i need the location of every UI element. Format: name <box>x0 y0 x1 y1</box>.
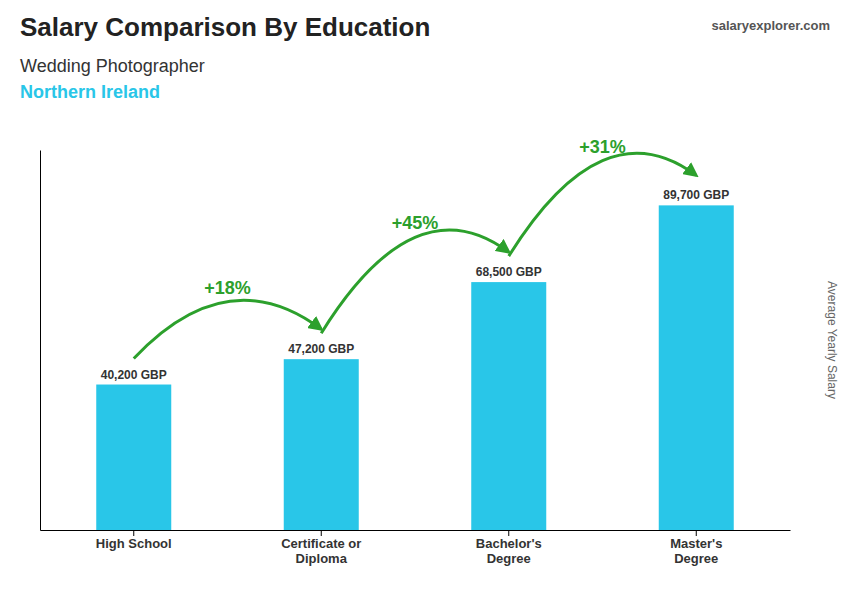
change-arrow <box>509 153 697 256</box>
bar <box>471 282 546 530</box>
x-tick-label: Certificate orDiploma <box>281 536 361 566</box>
x-tick-label: Bachelor'sDegree <box>476 536 542 566</box>
x-tick-mark <box>508 530 509 536</box>
data-label: 40,200 GBP <box>101 368 167 382</box>
y-axis-line <box>40 151 41 531</box>
x-tick-label-line: Bachelor's <box>476 536 542 551</box>
bar <box>284 359 359 530</box>
x-tick: Bachelor'sDegree <box>476 530 542 566</box>
x-tick-label-line: High School <box>96 536 172 551</box>
data-label: 47,200 GBP <box>288 342 354 356</box>
y-axis <box>40 151 41 531</box>
plot: High School Certificate orDiploma Bachelor… <box>41 137 791 567</box>
x-tick: Certificate orDiploma <box>281 530 361 566</box>
x-tick-label-line: Master's <box>670 536 722 551</box>
subtitle: Wedding Photographer <box>20 56 205 76</box>
x-tick-mark <box>133 530 134 536</box>
change-arrows: +18% +45% +31% <box>134 137 697 359</box>
chart: Salary Comparison By Education Wedding Ph… <box>0 0 850 606</box>
brand: salaryexplorer.com <box>711 18 830 33</box>
change-label: +45% <box>392 213 439 233</box>
title: Salary Comparison By Education <box>20 12 430 42</box>
x-axis-line <box>41 530 791 531</box>
data-label: 89,700 GBP <box>663 188 729 202</box>
change-label: +18% <box>204 278 251 298</box>
y-axis-label: Average Yearly Salary <box>825 281 839 399</box>
x-tick-label-line: Diploma <box>296 551 348 566</box>
x-axis: High School Certificate orDiploma Bachelor… <box>41 530 791 566</box>
x-tick-label: High School <box>96 536 172 551</box>
x-tick-label-line: Degree <box>487 551 531 566</box>
bars <box>96 205 734 530</box>
x-tick-label-line: Degree <box>674 551 718 566</box>
x-tick: High School <box>96 530 172 551</box>
bar <box>659 205 734 530</box>
change-label: +31% <box>579 137 626 157</box>
data-label: 68,500 GBP <box>476 265 542 279</box>
change-arrow <box>321 230 509 333</box>
x-tick-label: Master'sDegree <box>670 536 722 566</box>
bar <box>96 385 171 530</box>
x-tick-label-line: Certificate or <box>281 536 361 551</box>
location: Northern Ireland <box>20 82 160 102</box>
change-arrow <box>134 300 322 358</box>
x-tick-mark <box>321 530 322 536</box>
x-tick: Master'sDegree <box>670 530 722 566</box>
x-tick-mark <box>696 530 697 536</box>
data-labels: 40,200 GBP 47,200 GBP 68,500 GBP 89,700 GBP <box>101 188 730 381</box>
